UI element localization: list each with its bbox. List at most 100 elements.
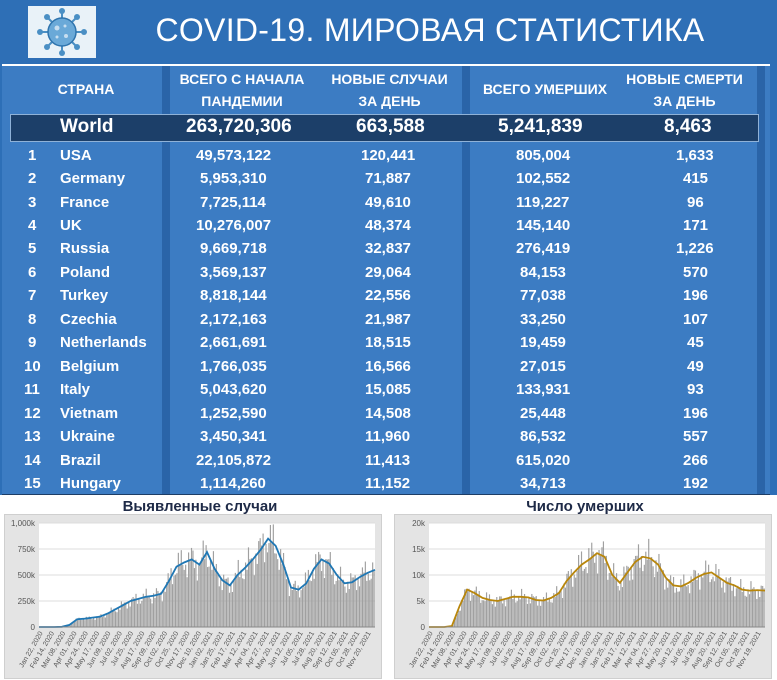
bar [738, 587, 740, 627]
bar [139, 603, 141, 627]
bar [329, 552, 331, 627]
bar [256, 563, 258, 627]
bar [261, 545, 263, 627]
bar [367, 573, 369, 627]
bar [284, 566, 286, 627]
total-deaths: 77,038 [520, 287, 566, 304]
bar [690, 576, 692, 627]
bar [337, 574, 339, 627]
total-cases: 1,252,590 [200, 405, 267, 422]
bar [725, 577, 727, 627]
bar [307, 569, 309, 627]
new-cases: 71,887 [365, 170, 411, 187]
bar [372, 562, 374, 627]
bar [195, 559, 197, 627]
bar [109, 612, 111, 627]
table-row: 14 Brazil 22,105,872 11,413 615,020 266 [2, 450, 770, 473]
bar [630, 567, 632, 627]
bar [215, 563, 217, 627]
bar [534, 597, 536, 627]
bar [453, 619, 455, 627]
bar [706, 574, 708, 627]
bar [699, 589, 701, 627]
bar [164, 591, 166, 627]
total-cases: 1,114,260 [200, 475, 266, 492]
bar [763, 588, 765, 627]
bar [301, 588, 304, 627]
bar [762, 585, 764, 627]
bar [485, 592, 488, 627]
bar [573, 574, 575, 627]
bar [491, 604, 493, 627]
bar [275, 553, 277, 627]
bar [132, 597, 134, 627]
bar [87, 618, 89, 627]
bar [136, 603, 139, 627]
bar [369, 580, 371, 627]
bar [252, 559, 254, 627]
bar [675, 587, 678, 627]
bar [186, 577, 188, 627]
logo [28, 6, 96, 58]
world-new-cases: 663,588 [356, 116, 425, 137]
bar [167, 573, 169, 627]
bar [683, 574, 685, 627]
table-row: 10 Belgium 1,766,035 16,566 27,015 49 [2, 356, 770, 379]
bar [123, 602, 125, 627]
table-row: 5 Russia 9,669,718 32,837 276,419 1,226 [2, 238, 770, 261]
new-cases: 22,556 [365, 287, 411, 304]
bar [75, 618, 77, 627]
bar [747, 589, 749, 627]
bar [161, 601, 163, 627]
country: Brazil [60, 452, 101, 469]
new-deaths: 107 [683, 311, 709, 328]
rank: 5 [28, 240, 37, 257]
bar [182, 564, 184, 627]
bar [183, 569, 185, 627]
bar [557, 592, 559, 627]
bar [82, 619, 84, 627]
bar [582, 570, 584, 627]
bar [157, 590, 159, 627]
bar [700, 575, 702, 627]
bar [705, 560, 707, 627]
bar [611, 576, 613, 627]
bar [710, 579, 713, 627]
bar [253, 575, 255, 627]
bar [112, 611, 114, 627]
total-deaths: 119,227 [516, 194, 570, 211]
country: Vietnam [60, 405, 119, 422]
bar [113, 608, 115, 627]
bar [665, 578, 667, 627]
bar [518, 596, 520, 627]
bar [151, 603, 153, 627]
statistics-table: СТРАНА ВСЕГО С НАЧАЛА ПАНДЕМИИ НОВЫЕ СЛУ… [2, 64, 770, 497]
country: Hungary [60, 475, 121, 492]
bar [547, 601, 549, 627]
bar [510, 589, 512, 627]
bar [472, 595, 474, 627]
new-cases: 29,064 [365, 264, 411, 281]
bar [299, 597, 301, 627]
bar [239, 577, 241, 627]
total-deaths: 805,004 [516, 147, 571, 164]
bar [290, 585, 292, 627]
bar [668, 579, 670, 627]
bar [84, 620, 86, 627]
bar [214, 568, 216, 627]
bar [85, 616, 87, 627]
bar [526, 603, 529, 627]
bar [670, 575, 672, 627]
bar [541, 600, 543, 627]
bar [697, 573, 699, 627]
bar [759, 596, 761, 627]
bar [357, 577, 359, 627]
bar [607, 579, 609, 627]
bar [231, 591, 233, 627]
deaths-chart: 0 5k 10k 15k 20k Jan 22, 2020 Feb 14, 2020 Mar … [394, 514, 772, 679]
bar [259, 538, 261, 627]
column-divider [162, 66, 170, 494]
bar [490, 601, 492, 627]
bar [567, 571, 569, 627]
bar [201, 557, 203, 627]
